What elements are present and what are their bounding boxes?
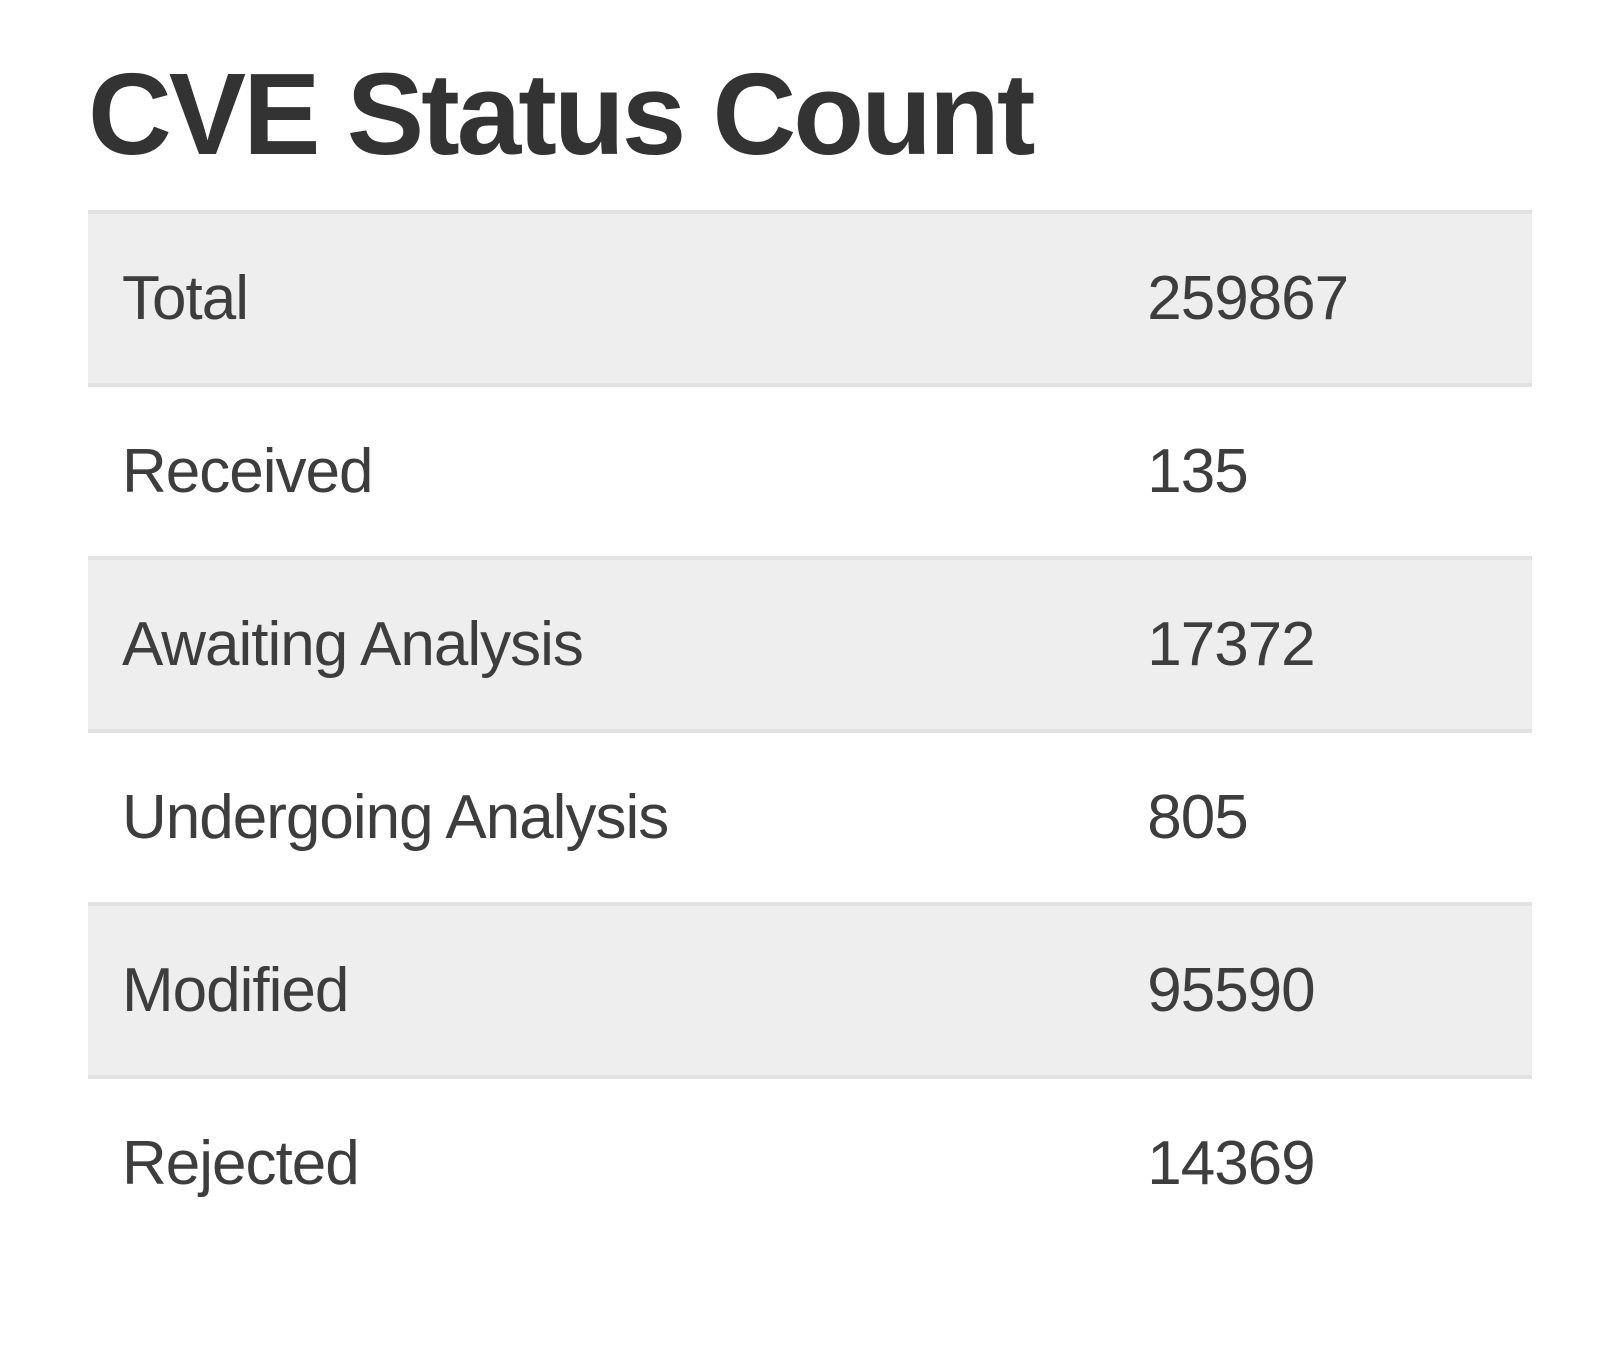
table-row: Awaiting Analysis 17372 xyxy=(88,556,1532,732)
status-label: Modified xyxy=(88,902,1114,1078)
table-row: Total 259867 xyxy=(88,210,1532,386)
status-label: Awaiting Analysis xyxy=(88,556,1114,732)
status-label: Total xyxy=(88,210,1114,386)
content-container: CVE Status Count Total 259867 Received 1… xyxy=(0,45,1600,1249)
status-label: Undergoing Analysis xyxy=(88,729,1114,905)
status-value: 135 xyxy=(1113,383,1532,559)
table-row: Modified 95590 xyxy=(88,902,1532,1078)
page-title: CVE Status Count xyxy=(88,49,1035,179)
table-row: Received 135 xyxy=(88,383,1532,559)
table-row: Rejected 14369 xyxy=(88,1075,1532,1249)
status-value: 805 xyxy=(1113,729,1532,905)
table-row: Undergoing Analysis 805 xyxy=(88,729,1532,905)
status-label: Received xyxy=(88,383,1114,559)
status-value: 95590 xyxy=(1113,902,1532,1078)
status-label: Rejected xyxy=(88,1075,1114,1249)
status-value: 14369 xyxy=(1113,1075,1532,1249)
cve-status-table-body: Total 259867 Received 135 Awaiting Analy… xyxy=(88,210,1532,1249)
status-value: 259867 xyxy=(1113,210,1532,386)
cve-status-table: Total 259867 Received 135 Awaiting Analy… xyxy=(88,210,1532,1249)
status-value: 17372 xyxy=(1113,556,1532,732)
